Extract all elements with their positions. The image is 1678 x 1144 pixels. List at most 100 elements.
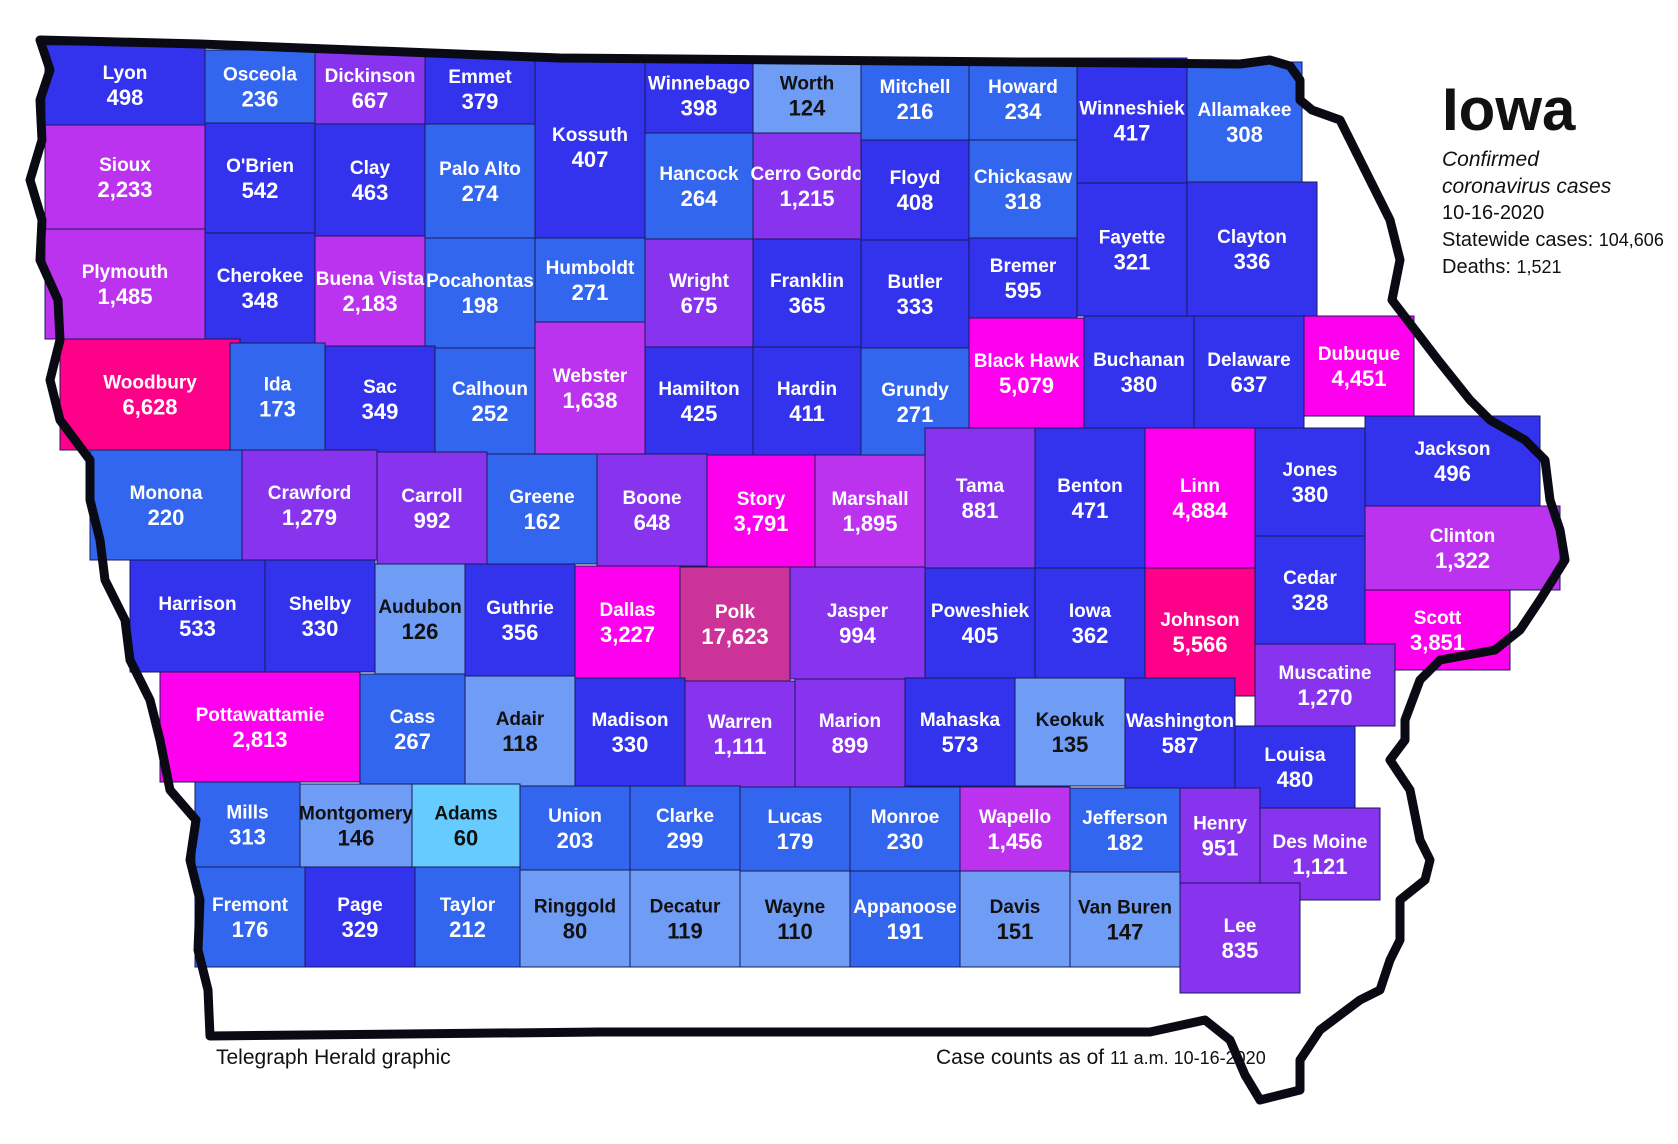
county-name: Audubon xyxy=(378,597,461,618)
county-fill xyxy=(1124,677,1236,789)
county-name: Butler xyxy=(888,272,944,293)
county-fill xyxy=(574,677,686,787)
county-fill xyxy=(739,870,851,968)
county-name: Ringgold xyxy=(534,897,616,918)
county-case-count: 992 xyxy=(414,508,451,533)
county-fill xyxy=(752,132,862,240)
county-name: Mitchell xyxy=(880,77,951,98)
county-name: Allamakee xyxy=(1197,100,1291,121)
county-fill xyxy=(229,342,326,451)
county-fill xyxy=(968,317,1085,429)
county-name: Delaware xyxy=(1207,350,1290,371)
county-name: Bremer xyxy=(990,256,1057,277)
county-case-count: 198 xyxy=(462,293,499,318)
county-name: Floyd xyxy=(890,168,941,189)
county-fill xyxy=(629,785,741,871)
county-case-count: 348 xyxy=(242,288,279,313)
county-case-count: 573 xyxy=(942,732,979,757)
county-case-count: 176 xyxy=(232,917,269,942)
county-fill xyxy=(44,124,206,230)
county-name: Webster xyxy=(553,366,628,387)
county-case-count: 124 xyxy=(789,96,826,121)
county-fill xyxy=(194,781,301,868)
county-name: Black Hawk xyxy=(974,351,1080,372)
county-fill xyxy=(424,53,536,125)
county-case-count: 951 xyxy=(1202,836,1239,861)
county-name: Dubuque xyxy=(1318,344,1400,365)
county-name: Crawford xyxy=(268,483,351,504)
county-fill xyxy=(968,139,1078,239)
county-fill xyxy=(706,454,816,568)
county-name: Jones xyxy=(1283,460,1338,481)
county-fill xyxy=(1254,643,1396,727)
county-fill xyxy=(968,237,1078,319)
county-case-count: 411 xyxy=(789,401,825,426)
county-name: Union xyxy=(548,806,602,827)
county-name: Johnson xyxy=(1160,610,1239,631)
county-case-count: 203 xyxy=(557,828,594,853)
county-name: Jackson xyxy=(1414,439,1490,460)
county-case-count: 379 xyxy=(462,89,499,114)
county-case-count: 220 xyxy=(148,505,185,530)
county-case-count: 498 xyxy=(107,85,144,110)
county-name: Sioux xyxy=(99,155,151,176)
county-case-count: 5,079 xyxy=(999,373,1054,398)
county-name: Lucas xyxy=(768,807,823,828)
county-name: Grundy xyxy=(881,380,949,401)
county-name: Madison xyxy=(591,710,668,731)
county-fill xyxy=(1254,535,1366,645)
county-case-count: 212 xyxy=(449,917,486,942)
county-fill xyxy=(629,869,741,968)
statewide-cases-label: Statewide cases: xyxy=(1442,229,1594,251)
county-name: Marion xyxy=(819,711,881,732)
county-fill xyxy=(860,57,970,141)
county-name: Marshall xyxy=(831,489,908,510)
county-name: Humboldt xyxy=(546,258,635,279)
county-case-count: 318 xyxy=(1005,189,1042,214)
county-fill xyxy=(534,321,646,455)
county-case-count: 365 xyxy=(789,293,826,318)
county-case-count: 60 xyxy=(454,826,478,851)
county-name: Guthrie xyxy=(486,598,554,619)
county-fill xyxy=(794,678,906,788)
county-fill xyxy=(596,453,708,567)
county-name: Page xyxy=(337,895,382,916)
county-fill xyxy=(644,238,754,348)
county-fill xyxy=(574,565,681,679)
county-case-count: 3,227 xyxy=(600,622,655,647)
county-fill xyxy=(644,346,754,456)
graphic-credit: Telegraph Herald graphic xyxy=(216,1046,451,1069)
county-case-count: 675 xyxy=(681,293,718,318)
county-case-count: 3,791 xyxy=(733,511,788,536)
county-name: Buchanan xyxy=(1093,350,1185,371)
county-fill xyxy=(204,232,316,344)
county-fill xyxy=(314,123,426,237)
